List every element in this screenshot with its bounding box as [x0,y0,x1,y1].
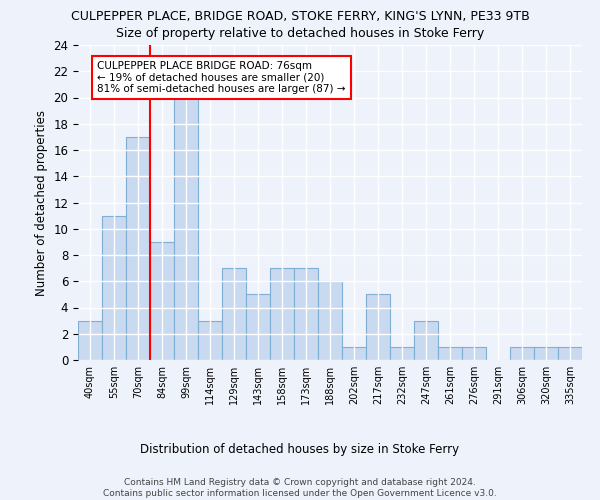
Text: CULPEPPER PLACE, BRIDGE ROAD, STOKE FERRY, KING'S LYNN, PE33 9TB: CULPEPPER PLACE, BRIDGE ROAD, STOKE FERR… [71,10,529,23]
Bar [198,320,222,360]
Bar [558,347,582,360]
Bar [366,294,390,360]
Bar [246,294,270,360]
Bar [318,281,342,360]
Bar [78,320,102,360]
Bar [510,347,534,360]
Text: CULPEPPER PLACE BRIDGE ROAD: 76sqm
← 19% of detached houses are smaller (20)
81%: CULPEPPER PLACE BRIDGE ROAD: 76sqm ← 19%… [97,60,346,94]
Bar [342,347,366,360]
Y-axis label: Number of detached properties: Number of detached properties [35,110,48,296]
Bar [462,347,486,360]
Bar [222,268,246,360]
Bar [294,268,318,360]
Bar [102,216,126,360]
Text: Contains HM Land Registry data © Crown copyright and database right 2024.
Contai: Contains HM Land Registry data © Crown c… [103,478,497,498]
Bar [126,137,150,360]
Bar [270,268,294,360]
Text: Size of property relative to detached houses in Stoke Ferry: Size of property relative to detached ho… [116,28,484,40]
Bar [438,347,462,360]
Bar [174,98,198,360]
Text: Distribution of detached houses by size in Stoke Ferry: Distribution of detached houses by size … [140,442,460,456]
Bar [150,242,174,360]
Bar [534,347,558,360]
Bar [390,347,414,360]
Bar [414,320,438,360]
